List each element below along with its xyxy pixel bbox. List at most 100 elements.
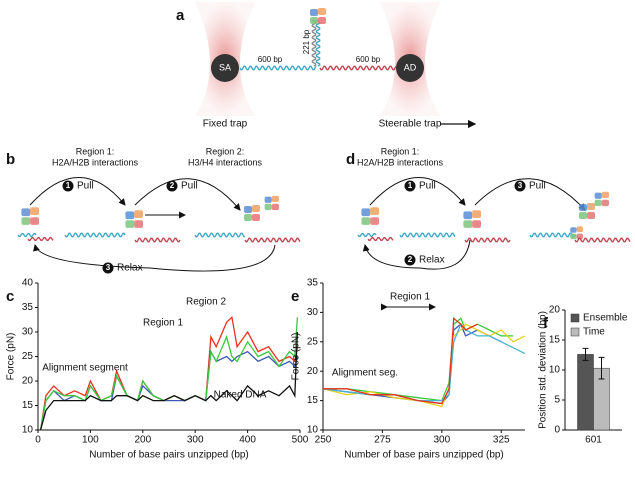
dna (64, 232, 126, 238)
y-axis-title: Force (pN) (291, 333, 302, 381)
x-axis-title: Number of base pairs unzipped (bp) (344, 450, 504, 461)
dna (244, 237, 301, 243)
dna (399, 232, 456, 238)
y-tick-label: 15 (22, 400, 34, 411)
diagram-layer: SA AD a 600 bp 221 bp 600 bp Fixed trap … (6, 2, 631, 274)
dna-length: 600 bp (356, 55, 381, 64)
dna (315, 19, 321, 67)
annotation: Region 1 (143, 318, 183, 329)
region-text: H3/H4 interactions (188, 157, 263, 167)
panel-label: e (291, 288, 299, 305)
y-tick-label: 35 (22, 302, 34, 313)
y-tick-label: 30 (22, 327, 34, 338)
histone (318, 8, 326, 15)
step-badge (166, 180, 178, 192)
histone (310, 9, 318, 16)
step-arrow (134, 178, 241, 211)
histone (271, 195, 279, 202)
y-tick-label: 35 (307, 278, 319, 289)
y-axis-title: Force (pN) (6, 333, 17, 381)
histone (370, 207, 379, 215)
histone (21, 217, 31, 225)
dna (319, 65, 397, 71)
bar (577, 354, 594, 431)
step-number: 3 (518, 181, 523, 190)
trace (322, 323, 526, 408)
annotation: Alignment segment (42, 363, 128, 374)
dna (311, 19, 317, 67)
x-tick-label: 601 (585, 435, 602, 446)
trap-label: Steerable trap (379, 119, 442, 130)
histone (472, 210, 481, 218)
error-bar (598, 356, 605, 380)
histone (134, 220, 143, 228)
trace (323, 316, 478, 405)
dna (27, 237, 54, 241)
step-badge (514, 180, 526, 192)
trace (323, 317, 514, 402)
histone (134, 210, 143, 218)
histone (472, 220, 481, 228)
step-number: 1 (408, 181, 413, 190)
x-tick-label: 0 (35, 435, 41, 446)
histone (318, 17, 326, 24)
step-number: 1 (66, 181, 71, 190)
histone (244, 214, 252, 221)
y-tick-label: 10 (307, 425, 319, 436)
step-arrow (474, 178, 586, 211)
histone (576, 226, 583, 232)
annotation: Region 1 (390, 292, 430, 303)
y-tick-label: 30 (307, 307, 319, 318)
step-label: Pull (529, 181, 546, 192)
dna-length: 600 bp (258, 55, 283, 64)
region-title: Region 1: (381, 146, 420, 156)
x-axis-title: Number of base pairs unzipped (bp) (89, 450, 249, 461)
trace (39, 317, 299, 431)
annotation: Alignment seg. (332, 368, 398, 379)
histone (252, 214, 260, 221)
dna (357, 233, 377, 237)
region-text: H2A/H2B interactions (52, 157, 139, 167)
histone (463, 211, 473, 220)
panel-label: b (6, 151, 15, 168)
histone (264, 196, 272, 203)
dna (134, 237, 181, 243)
panel-label: d (346, 151, 355, 168)
histone (594, 199, 602, 207)
histone (570, 233, 577, 240)
x-tick-label: 250 (315, 435, 332, 446)
y-tick-label: 25 (307, 336, 319, 347)
step-number: 2 (170, 181, 175, 190)
bead (396, 54, 424, 82)
annotation: Naked DNA (214, 390, 267, 401)
y-tick-label: 5 (554, 395, 560, 406)
step-label: Relax (117, 263, 143, 274)
x-tick-label: 300 (433, 435, 450, 446)
histone (125, 220, 135, 228)
step-label: Pull (181, 181, 198, 192)
step-badge (62, 180, 74, 192)
dna (574, 237, 631, 243)
y-tick-label: 0 (554, 425, 560, 436)
histone (244, 206, 252, 213)
y-axis-title: Position std. deviation (bp) (538, 311, 549, 429)
histone (587, 203, 595, 210)
step-number: 2 (408, 255, 413, 264)
y-tick-label: 40 (22, 278, 34, 289)
x-tick-label: 500 (292, 435, 309, 446)
y-tick-label: 20 (22, 376, 34, 387)
step-number: 3 (106, 263, 111, 272)
histone (21, 208, 31, 217)
dna (239, 65, 317, 71)
histone (252, 205, 260, 212)
histone (264, 203, 272, 211)
y-tick-label: 20 (307, 366, 319, 377)
x-tick-label: 275 (374, 435, 391, 446)
region-title: Region 1: (76, 146, 115, 156)
dna (367, 237, 394, 241)
dna (464, 237, 511, 243)
step-badge (102, 262, 114, 274)
y-tick-label: 15 (307, 395, 319, 406)
x-tick-label: 300 (187, 435, 204, 446)
y-tick-label: 15 (549, 335, 561, 346)
